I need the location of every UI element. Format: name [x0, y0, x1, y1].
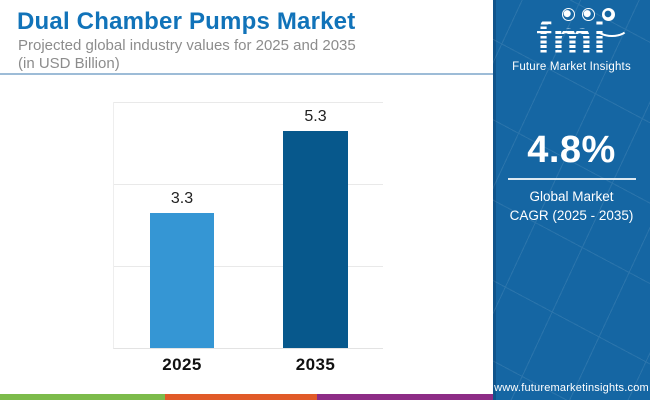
cagr-label-line1: Global Market — [529, 189, 614, 204]
bar-2025 — [150, 213, 214, 348]
gridline — [114, 184, 383, 185]
chart-subtitle-line1: Projected global industry values for 202… — [18, 37, 356, 54]
bar-group-2025: 3.3 2025 — [150, 102, 214, 374]
page-title: Dual Chamber Pumps Market — [17, 8, 356, 35]
footer-stripe-purple — [317, 394, 493, 400]
cagr-block: 4.8% Global Market CAGR (2025 - 2035) — [493, 131, 650, 226]
header-divider — [0, 73, 493, 75]
bar-2035 — [283, 131, 348, 348]
gridline — [114, 266, 383, 267]
chart-subtitle-line2: (in USD Billion) — [18, 55, 120, 72]
chart-panel: Dual Chamber Pumps Market Projected glob… — [0, 8, 493, 374]
cagr-divider — [507, 178, 636, 180]
cagr-label: Global Market CAGR (2025 - 2035) — [493, 188, 650, 226]
brand-sidebar: fmi Future Market Insights 4.8% Global M… — [493, 0, 650, 400]
cagr-value: 4.8% — [527, 129, 616, 171]
footer-stripe-orange — [165, 394, 317, 400]
fmi-logo: fmi Future Market Insights — [493, 8, 650, 73]
bar-chart: 3.3 2025 5.3 2035 — [113, 102, 383, 374]
x-axis-label-2025: 2025 — [162, 355, 202, 374]
logo-arc-icon — [595, 17, 629, 37]
x-axis-label-2035: 2035 — [295, 355, 336, 374]
footer-stripes — [0, 394, 493, 400]
bar-value-label: 5.3 — [304, 108, 327, 125]
fmi-logo-text: fmi — [536, 12, 607, 63]
logo-tagline: Future Market Insights — [512, 60, 631, 73]
bar-value-label: 3.3 — [170, 190, 194, 207]
footer-stripe-green — [0, 394, 165, 400]
bar-group-2035: 5.3 2035 — [283, 102, 348, 374]
americas-globe-icon — [562, 8, 575, 21]
chart-subtitle: Projected global industry values for 202… — [18, 37, 356, 73]
asia-globe-icon — [582, 8, 595, 21]
website-url[interactable]: www.futuremarketinsights.com — [494, 382, 649, 394]
gridline — [114, 102, 383, 103]
cagr-label-line2: CAGR (2025 - 2035) — [509, 207, 634, 223]
